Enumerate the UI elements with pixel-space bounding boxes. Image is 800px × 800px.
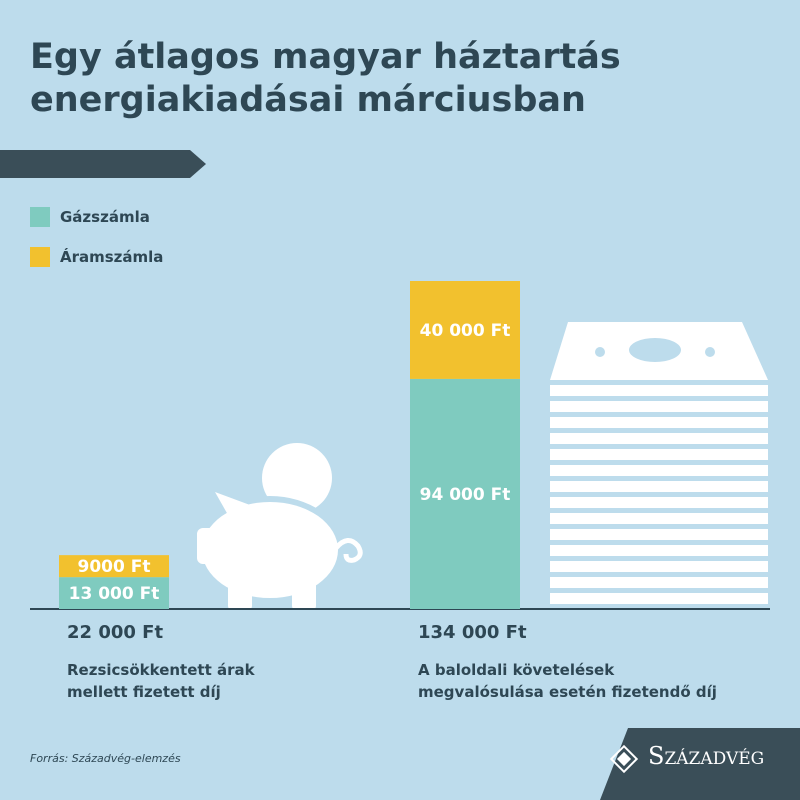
bill xyxy=(550,577,768,588)
bill xyxy=(550,465,768,476)
bar-segment xyxy=(59,577,169,609)
value-label: 9000 Ft xyxy=(78,557,151,577)
category-label: A baloldali követelések megvalósulása es… xyxy=(418,661,717,701)
bar-segment xyxy=(410,378,520,609)
category-label: Rezsicsökkentett árak mellett fizetett d… xyxy=(67,661,255,701)
bar-segment xyxy=(410,281,520,379)
total-label: 22 000 Ft xyxy=(67,622,164,643)
legend-label: Gázszámla xyxy=(60,208,150,226)
bar-segment xyxy=(59,555,169,578)
bill xyxy=(550,449,768,460)
money-stack xyxy=(550,385,768,604)
bill xyxy=(550,497,768,508)
value-label: 40 000 Ft xyxy=(420,321,511,341)
logo: Századvég xyxy=(648,742,765,770)
bill xyxy=(550,593,768,604)
bill xyxy=(550,545,768,556)
bill xyxy=(550,513,768,524)
piggy-icon xyxy=(197,443,363,610)
legend-swatch xyxy=(30,207,50,227)
bill xyxy=(550,529,768,540)
value-label: 94 000 Ft xyxy=(420,485,511,505)
bill xyxy=(550,401,768,412)
bill xyxy=(550,433,768,444)
logo-band xyxy=(600,728,800,800)
bill xyxy=(550,481,768,492)
bill xyxy=(550,385,768,396)
source: Forrás: Századvég-elemzés xyxy=(30,752,181,765)
title: Egy átlagos magyar háztartás energiakiad… xyxy=(30,37,621,120)
money-icon xyxy=(550,322,768,380)
total-label: 134 000 Ft xyxy=(418,622,527,643)
legend-label: Áramszámla xyxy=(60,248,164,266)
value-label: 13 000 Ft xyxy=(69,584,160,604)
legend-swatch xyxy=(30,247,50,267)
title-band xyxy=(0,150,206,178)
bill xyxy=(550,561,768,572)
bill xyxy=(550,417,768,428)
